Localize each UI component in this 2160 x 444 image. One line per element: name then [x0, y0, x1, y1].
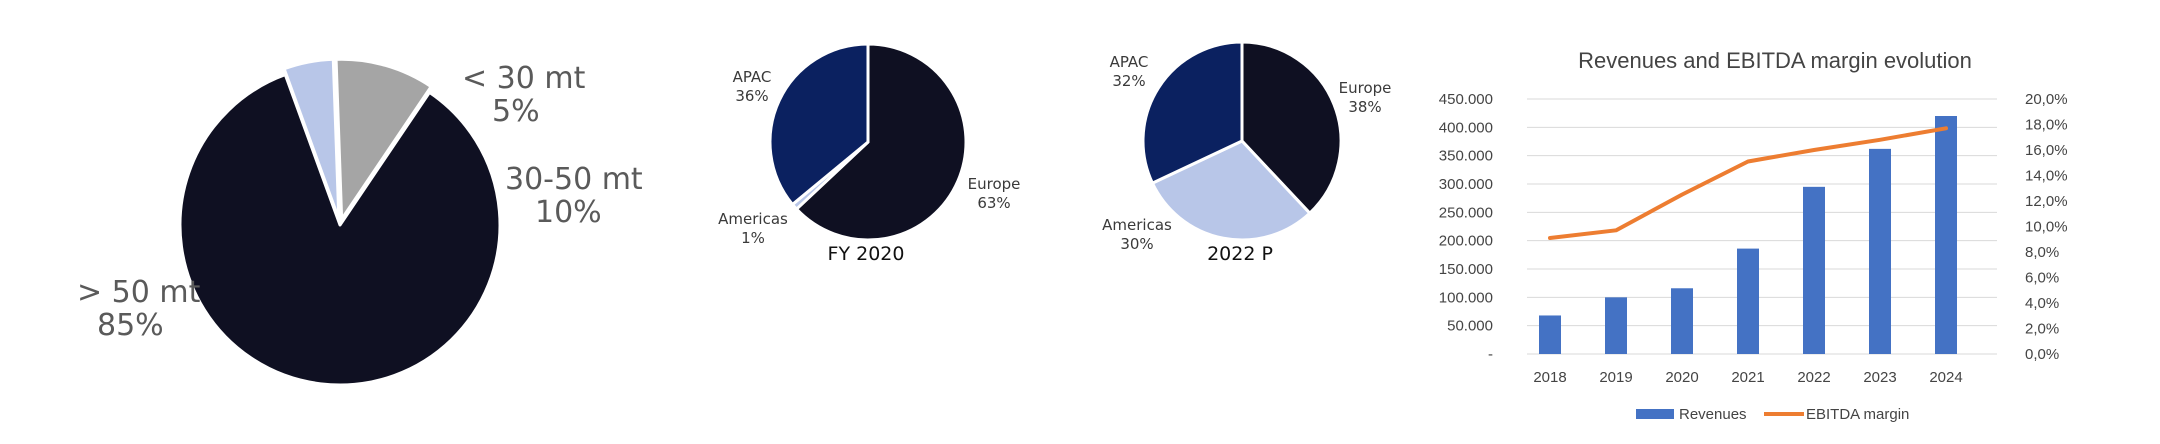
pie2-pct-apac: 36%	[735, 87, 768, 105]
pie2-slice-apac	[768, 42, 870, 206]
combo-yright-tick: 16,0%	[2025, 142, 2068, 159]
pie3-label-apac: APAC	[1110, 53, 1149, 71]
combo-yright-tick: 18,0%	[2025, 117, 2068, 134]
combo-yleft-tick: -	[1488, 346, 1493, 363]
combo-yleft-tick: 400.000	[1439, 119, 1493, 136]
combo-line-ebitda-margin	[1548, 126, 1948, 240]
combo-title: Revenues and EBITDA margin evolution	[1578, 48, 1972, 73]
pie1-slice-30-mt	[282, 57, 341, 221]
pie3-pct-europe: 38%	[1348, 98, 1381, 116]
combo-bar-2023	[1869, 148, 1891, 354]
pie3-label-americas: Americas	[1102, 216, 1172, 234]
combo-bar-2020	[1671, 288, 1693, 354]
combo-yleft-tick: 150.000	[1439, 261, 1493, 278]
combo-yleft-tick: 100.000	[1439, 289, 1493, 306]
combo-yleft-tick: 350.000	[1439, 148, 1493, 165]
pie1-pct-30-50: 10%	[535, 195, 602, 230]
combo-yright-tick: 0,0%	[2025, 346, 2059, 363]
pie2-label-europe: Europe	[968, 175, 1021, 193]
combo-bar-2019	[1605, 297, 1627, 354]
combo-yright-tick: 6,0%	[2025, 270, 2059, 287]
pie1-label-30-50: 30-50 mt	[505, 162, 643, 197]
pie1-label-gt50: > 50 mt	[77, 275, 201, 310]
pie2-label-americas: Americas	[718, 210, 788, 228]
pie2-title: FY 2020	[828, 243, 905, 265]
combo-yright-tick: 20,0%	[2025, 91, 2068, 108]
combo-x-tick: 2018	[1533, 369, 1566, 386]
combo-x-tick: 2020	[1665, 369, 1698, 386]
combo-bar-2021	[1737, 248, 1759, 354]
combo-x-tick: 2019	[1599, 369, 1632, 386]
combo-x-tick: 2022	[1797, 369, 1830, 386]
combo-yleft-tick: 300.000	[1439, 176, 1493, 193]
pie1-pct-lt30: 5%	[492, 94, 540, 129]
combo-x-tick: 2023	[1863, 369, 1896, 386]
pie2-pct-europe: 63%	[977, 194, 1010, 212]
combo-yright-tick: 12,0%	[2025, 193, 2068, 210]
pie1-slice-50-mt	[178, 73, 502, 387]
pie3-title: 2022 P	[1207, 243, 1273, 265]
combo-yright-tick: 8,0%	[2025, 244, 2059, 261]
combo-yleft-tick: 450.000	[1439, 91, 1493, 108]
combo-yleft-tick: 50.000	[1447, 318, 1493, 335]
pie1-pct-gt50: 85%	[97, 308, 164, 343]
pie2-slice-europe	[795, 42, 968, 242]
combo-bar-2018	[1539, 315, 1561, 354]
pie3-pct-americas: 30%	[1120, 235, 1153, 253]
pie2-pct-americas: 1%	[741, 229, 765, 247]
pie2-label-apac: APAC	[733, 68, 772, 86]
legend-label-ebitda: EBITDA margin	[1806, 406, 1909, 423]
combo-yright-tick: 14,0%	[2025, 168, 2068, 185]
combo-yleft-tick: 250.000	[1439, 204, 1493, 221]
combo-x-tick: 2024	[1929, 369, 1962, 386]
combo-x-tick: 2021	[1731, 369, 1764, 386]
pie1-label-lt30: < 30 mt	[462, 61, 586, 96]
combo-yright-tick: 2,0%	[2025, 321, 2059, 338]
revenue-ebitda-chart: Revenues and EBITDA margin evolution - 50.…	[1439, 48, 2068, 423]
pie3-pct-apac: 32%	[1112, 72, 1145, 90]
combo-yright-tick: 10,0%	[2025, 219, 2068, 236]
pie3-label-europe: Europe	[1339, 79, 1392, 97]
combo-bar-2024	[1935, 116, 1957, 354]
legend-swatch-revenues	[1636, 409, 1674, 419]
combo-yleft-tick: 200.000	[1439, 233, 1493, 250]
combo-bar-2022	[1803, 186, 1825, 354]
pie1-slice-30-50-mt	[334, 57, 433, 221]
combo-yright-tick: 4,0%	[2025, 295, 2059, 312]
legend-label-revenues: Revenues	[1679, 406, 1747, 423]
pie3-slice-europe	[1240, 40, 1343, 215]
pie3-slice-apac	[1141, 40, 1244, 185]
